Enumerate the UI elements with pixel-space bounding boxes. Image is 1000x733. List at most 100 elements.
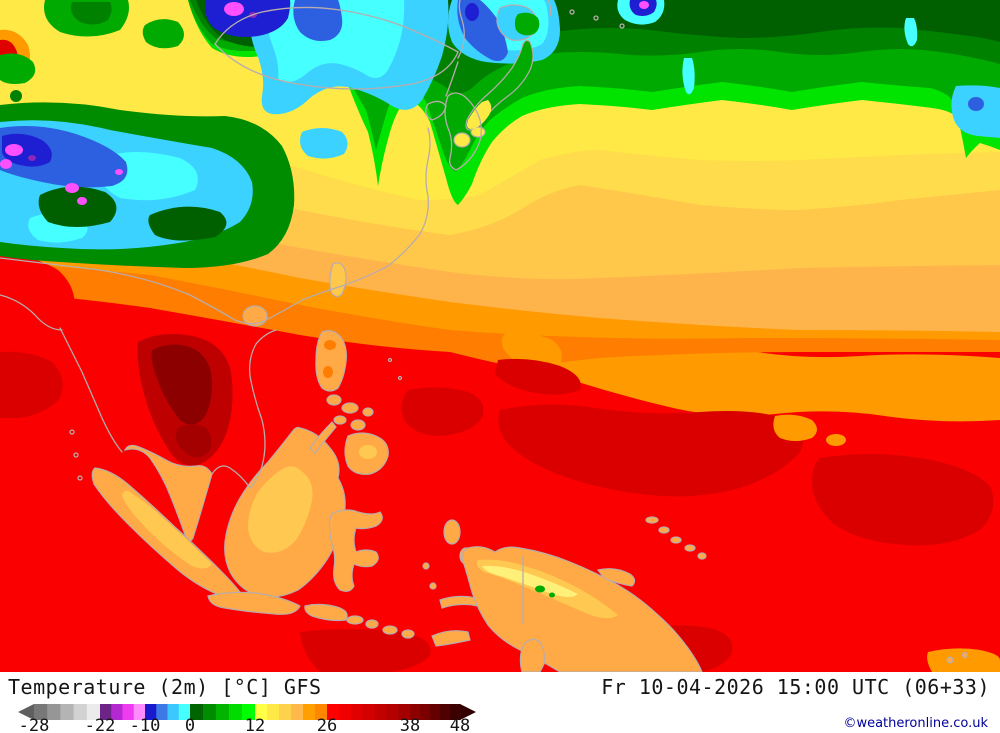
island-luzon (315, 330, 347, 392)
coastline-gulf-vietnam (211, 329, 277, 490)
new-guinea-green-dot-1 (535, 585, 545, 593)
island-taiwan (329, 262, 347, 298)
colorbar-segment (315, 704, 328, 720)
necorner-skyblue-patch (951, 85, 1000, 138)
colorbar-tick-label: -22 (85, 716, 116, 733)
island-lombok (365, 619, 379, 629)
borneo-gold-core (248, 466, 313, 553)
island-palawan (309, 421, 337, 454)
island-andaman-1 (69, 429, 75, 435)
green-blob-nw-3 (0, 53, 36, 84)
colorbar-segment (267, 704, 280, 720)
colorbar-tick-label: 0 (185, 716, 195, 733)
darkred-blob-1 (495, 358, 581, 395)
colorbar-segment (145, 704, 157, 720)
island-timor (431, 630, 471, 647)
border-mongolia-north (214, 6, 459, 53)
colorbar-segment (216, 704, 230, 720)
colorbar-segment (100, 704, 112, 720)
colorbar-tick-label: 48 (450, 716, 470, 733)
colorbar-segment (47, 704, 61, 720)
island-sumbawa (382, 625, 398, 635)
darkred-blob-2 (498, 404, 804, 497)
colorbar-segment (410, 704, 421, 720)
coastline-korea (444, 92, 482, 171)
new-guinea-green-dot-2 (549, 592, 555, 598)
temperature-map (0, 0, 1000, 672)
legend-title: Temperature (2m) [°C] GFS (8, 675, 322, 699)
colorbar-tick-label: 38 (400, 716, 420, 733)
border-mongolia-south (214, 43, 459, 90)
tibet-cold-darkblue-core (2, 133, 52, 167)
island-java-west (207, 591, 301, 615)
colorbar-right-arrow (460, 704, 476, 720)
solomon-orange-patch-1 (773, 414, 817, 441)
tibet-green-inner-2 (148, 206, 227, 241)
island-molucca-3 (429, 582, 437, 590)
island-solomon-3 (670, 536, 682, 544)
colorbar-segment (34, 704, 48, 720)
island-visayas-4 (350, 419, 366, 431)
island-cape-york (519, 638, 546, 672)
colorbar-segment (242, 704, 256, 720)
island-andaman-3 (77, 475, 83, 481)
tibet-ne-cyan-patch (300, 128, 348, 159)
colorbar-segment (362, 704, 376, 720)
island-new-britain (596, 568, 636, 587)
colorbar-segment (111, 704, 124, 720)
green-dot-nw (10, 90, 22, 102)
red-region-bengal (0, 252, 75, 340)
tibet-magenta-spot-3 (65, 183, 79, 193)
island-solomon-1 (645, 516, 659, 524)
island-java-east (304, 603, 348, 622)
colorbar-tick-label: -28 (19, 716, 50, 733)
colorbar-segment (133, 704, 146, 720)
island-kuril-3 (619, 23, 625, 29)
coastlines (0, 0, 625, 625)
coastline-bohai (445, 61, 459, 97)
legend: -28 -22 -10 0 12 26 38 48 Temperature (2m) [°C]… (0, 672, 1000, 733)
island-bali (346, 615, 364, 625)
island-kuril-2 (593, 15, 599, 21)
coastline-myanmar (59, 327, 123, 453)
colorbar-segment (398, 704, 411, 720)
colorbar-segment (279, 704, 292, 720)
border-china-india (0, 257, 263, 325)
colorbar-segment (440, 704, 451, 720)
honshu-yellow-coast (467, 100, 492, 129)
topcenter-magenta-dot (639, 1, 649, 9)
island-babuyan-1 (387, 357, 393, 363)
island-kuril-1 (569, 9, 575, 15)
mongolia-magenta-spot (224, 2, 244, 16)
forecast-timestamp: Fr 10-04-2026 15:00 UTC (06+33) (601, 675, 990, 699)
island-babuyan-2 (397, 375, 403, 381)
island-visayas-3 (333, 415, 347, 425)
colorbar-segment (203, 704, 217, 720)
island-details (122, 12, 618, 619)
coastline-primorye (457, 0, 465, 59)
luzon-hot-spot-1 (324, 340, 336, 350)
darkred-blob-5 (300, 629, 431, 672)
island-visayas-1 (326, 394, 342, 406)
colorbar-segment (60, 704, 75, 720)
green-blob-nw-2 (142, 19, 184, 49)
hokkaido-green-patch (514, 12, 540, 36)
tibet-purple-spot (28, 155, 36, 161)
colorbar-segment (386, 704, 399, 720)
island-fiji-2 (961, 651, 969, 659)
darkred-blob-6 (0, 351, 63, 418)
colorbar-segment (167, 704, 180, 720)
colorbar-segment (303, 704, 316, 720)
island-halmahera (443, 519, 461, 545)
colorbar-svg: -28 -22 -10 0 12 26 38 48 (18, 704, 476, 733)
colorbar-segment (255, 704, 268, 720)
darkred-blob-7 (401, 387, 484, 436)
island-flores (401, 629, 415, 639)
colorbar-tick-label: 26 (317, 716, 337, 733)
colorbar-segment (86, 704, 101, 720)
solomon-orange-patch-2 (826, 434, 846, 446)
island-hainan (242, 305, 268, 327)
colorbar-segment (450, 704, 461, 720)
colorbar-segment (156, 704, 169, 720)
